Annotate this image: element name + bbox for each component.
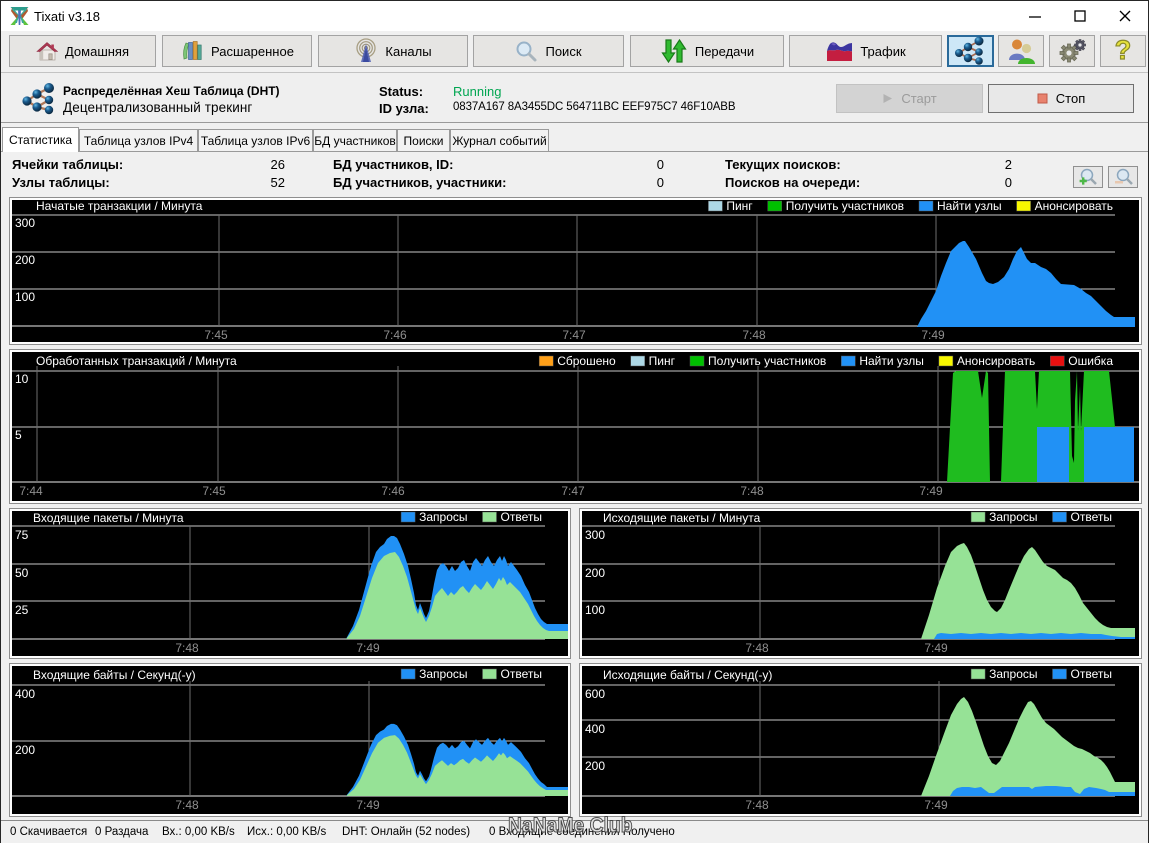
- svg-text:10: 10: [15, 372, 29, 386]
- svg-text:Исходящие пакеты / Минута: Исходящие пакеты / Минута: [603, 511, 761, 525]
- svg-text:200: 200: [15, 253, 35, 267]
- svg-text:7:49: 7:49: [924, 798, 948, 812]
- svg-text:Ошибка: Ошибка: [1068, 354, 1113, 368]
- svg-text:Сброшено: Сброшено: [557, 354, 616, 368]
- svg-text:7:49: 7:49: [356, 641, 380, 655]
- svg-text:7:49: 7:49: [924, 641, 948, 655]
- svg-text:Запросы: Запросы: [419, 667, 467, 681]
- svg-text:Запросы: Запросы: [419, 511, 467, 524]
- svg-text:200: 200: [15, 743, 35, 757]
- svg-text:50: 50: [15, 566, 29, 580]
- svg-text:7:48: 7:48: [175, 798, 199, 812]
- svg-text:Пинг: Пинг: [726, 200, 753, 213]
- svg-text:Ответы: Ответы: [1071, 511, 1112, 524]
- svg-text:Получить участников: Получить участников: [786, 200, 904, 213]
- svg-text:7:44: 7:44: [19, 484, 43, 498]
- svg-text:7:46: 7:46: [381, 484, 405, 498]
- svg-text:Входящие байты / Секунд(-у): Входящие байты / Секунд(-у): [33, 668, 196, 682]
- svg-text:Исходящие байты / Секунд(-у): Исходящие байты / Секунд(-у): [603, 668, 772, 682]
- svg-text:7:48: 7:48: [175, 641, 199, 655]
- svg-text:100: 100: [585, 603, 605, 617]
- svg-text:Ответы: Ответы: [501, 667, 542, 681]
- svg-text:7:47: 7:47: [562, 328, 586, 342]
- svg-text:5: 5: [15, 428, 22, 442]
- svg-text:7:46: 7:46: [383, 328, 407, 342]
- svg-text:7:49: 7:49: [921, 328, 945, 342]
- svg-text:300: 300: [15, 216, 35, 230]
- svg-text:7:48: 7:48: [742, 328, 766, 342]
- svg-text:400: 400: [15, 687, 35, 701]
- svg-text:Обработанных транзакций / Мину: Обработанных транзакций / Минута: [36, 354, 237, 368]
- svg-text:Начатые транзакции / Минута: Начатые транзакции / Минута: [36, 200, 203, 213]
- svg-text:Ответы: Ответы: [501, 511, 542, 524]
- svg-text:Запросы: Запросы: [989, 667, 1037, 681]
- svg-text:300: 300: [585, 528, 605, 542]
- svg-text:200: 200: [585, 566, 605, 580]
- svg-text:Получить участников: Получить участников: [708, 354, 826, 368]
- svg-text:200: 200: [585, 759, 605, 773]
- svg-text:Запросы: Запросы: [989, 511, 1037, 524]
- svg-text:7:48: 7:48: [745, 798, 769, 812]
- svg-text:7:49: 7:49: [356, 798, 380, 812]
- svg-text:25: 25: [15, 603, 29, 617]
- svg-text:Найти узлы: Найти узлы: [859, 354, 924, 368]
- svg-text:7:48: 7:48: [745, 641, 769, 655]
- svg-text:7:48: 7:48: [740, 484, 764, 498]
- svg-text:400: 400: [585, 722, 605, 736]
- svg-text:Пинг: Пинг: [649, 354, 676, 368]
- svg-text:75: 75: [15, 528, 29, 542]
- svg-text:100: 100: [15, 290, 35, 304]
- svg-text:7:47: 7:47: [561, 484, 585, 498]
- svg-text:7:49: 7:49: [919, 484, 943, 498]
- svg-text:Найти узлы: Найти узлы: [937, 200, 1002, 213]
- svg-text:7:45: 7:45: [204, 328, 228, 342]
- svg-text:7:45: 7:45: [202, 484, 226, 498]
- svg-text:600: 600: [585, 687, 605, 701]
- svg-text:Анонсировать: Анонсировать: [957, 354, 1035, 368]
- svg-text:Ответы: Ответы: [1071, 667, 1112, 681]
- svg-text:Входящие пакеты / Минута: Входящие пакеты / Минута: [33, 511, 184, 525]
- svg-text:Анонсировать: Анонсировать: [1035, 200, 1113, 213]
